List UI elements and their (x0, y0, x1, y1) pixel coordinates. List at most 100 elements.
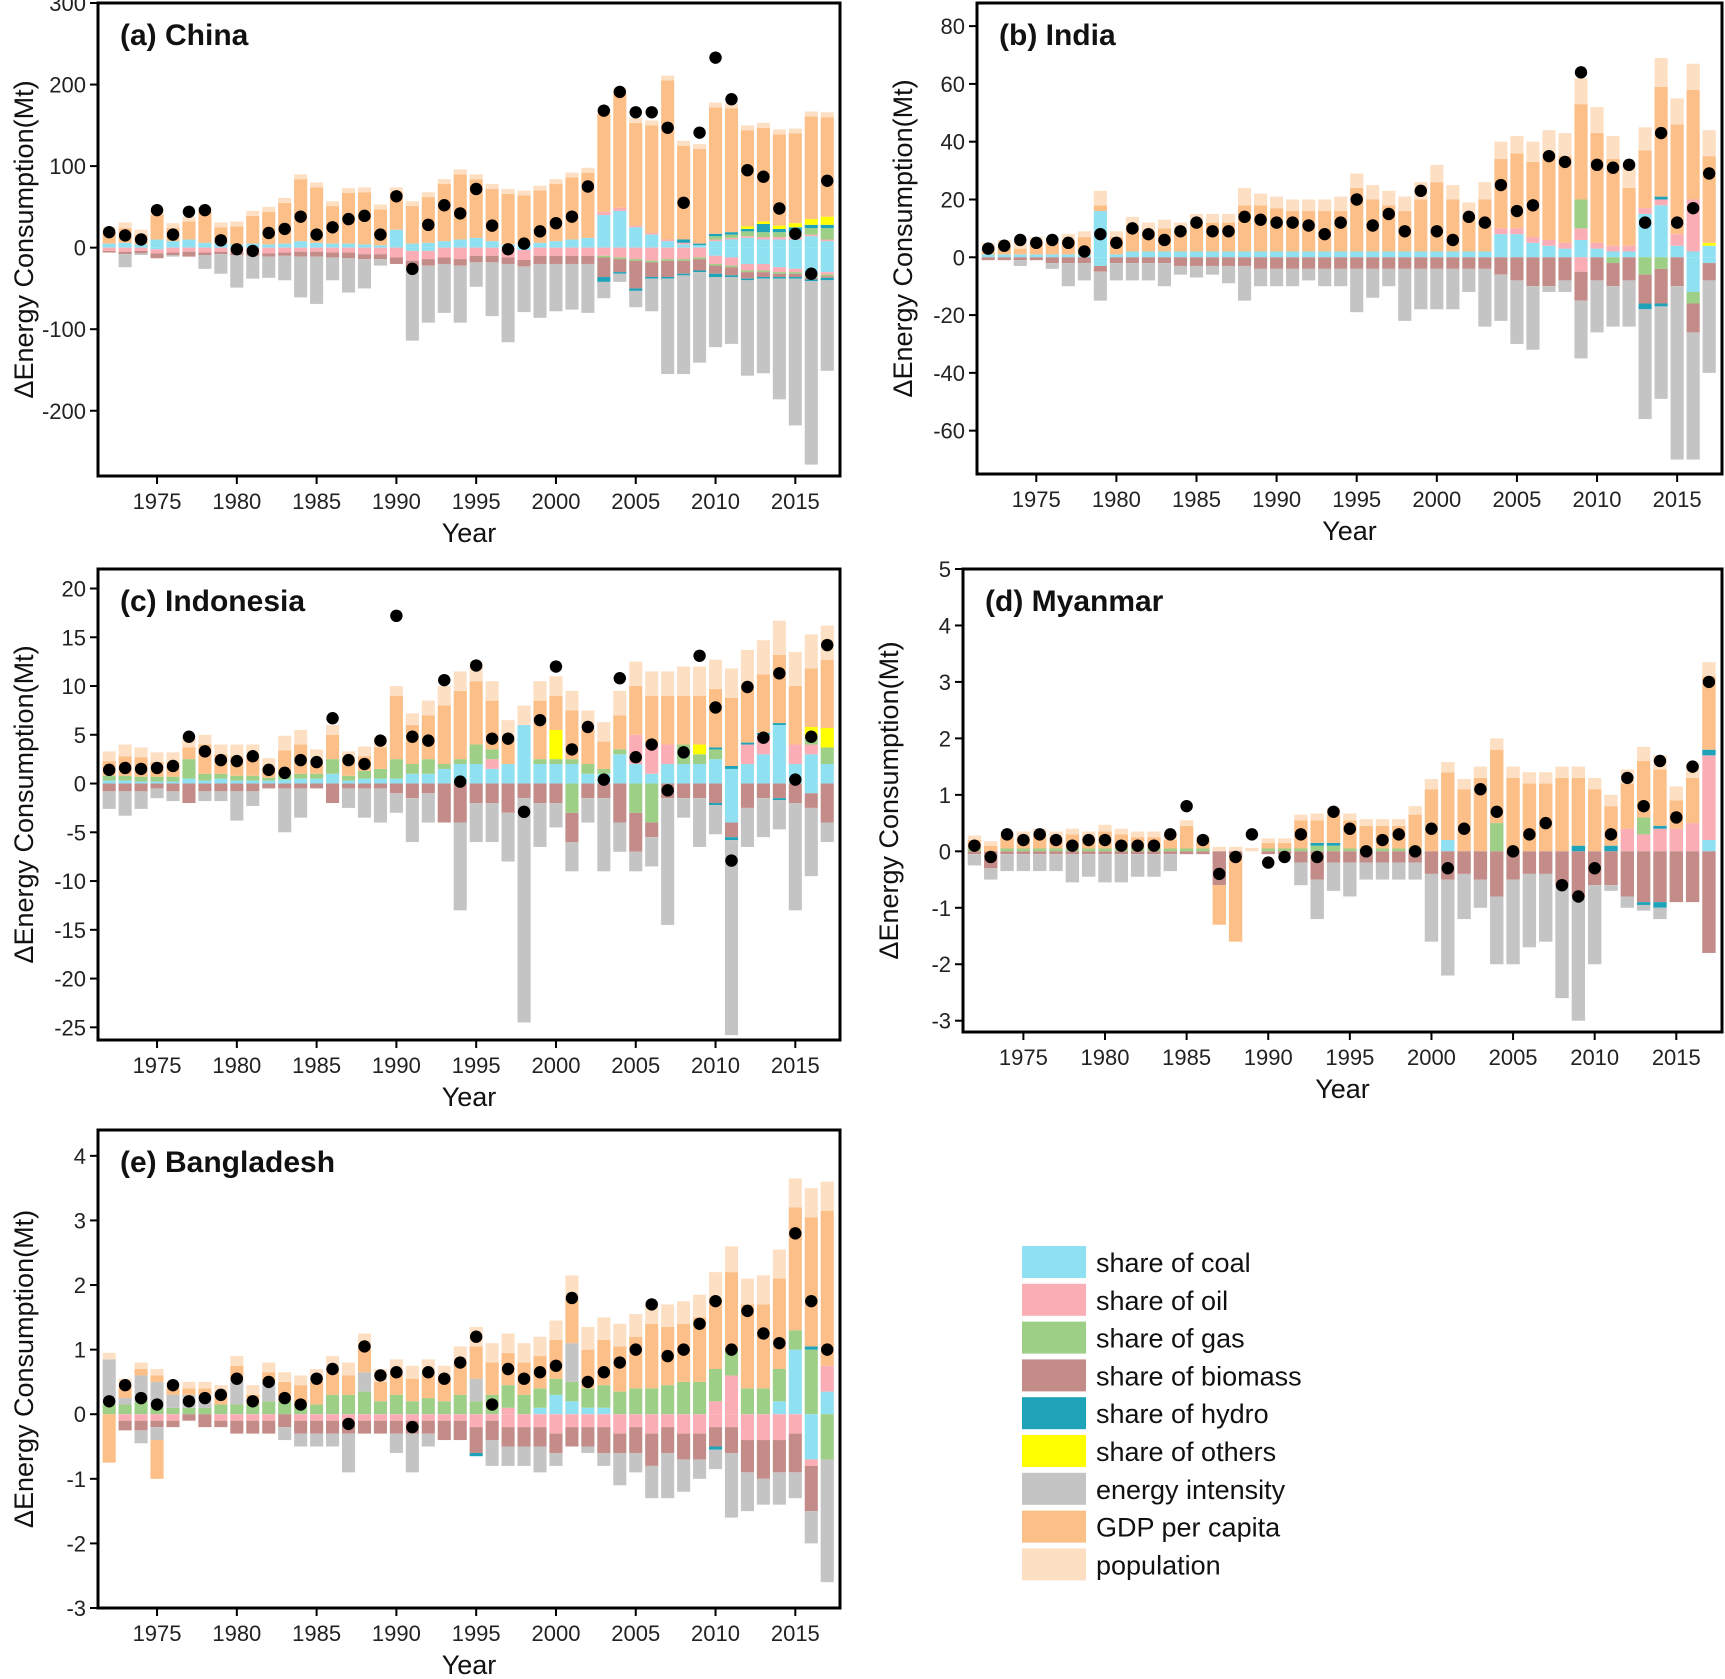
bar-biomass-neg-2007 (661, 260, 675, 278)
total-dot-2008 (1558, 155, 1572, 169)
bar-hydro-neg-1995 (469, 1452, 483, 1457)
bar-biomass-neg-2005 (629, 1427, 643, 1453)
bar-biomass-neg-1985 (1189, 257, 1204, 266)
y-tick-label: -10 (54, 869, 86, 894)
bar-gdp-1984 (294, 179, 308, 242)
legend-label-biomass: share of biomass (1096, 1361, 1302, 1391)
total-dot-1998 (517, 237, 531, 250)
bar-population-1993 (1318, 199, 1332, 212)
bar-oil-2014 (1654, 199, 1668, 206)
bar-gas-1984 (294, 773, 308, 779)
bar-gas-1994 (1326, 845, 1341, 852)
bar-intensity-neg-2012 (740, 1472, 754, 1512)
bar-gas-1978 (198, 773, 212, 781)
bar-hydro-neg-2013 (1636, 902, 1651, 905)
bar-population-1989 (373, 204, 387, 210)
bar-biomass-neg-1972 (967, 851, 982, 855)
bar-population-2000 (549, 179, 563, 185)
y-tick-label: -1 (66, 1467, 86, 1492)
x-tick-label: 1990 (372, 1621, 421, 1646)
bar-oil-2014 (772, 237, 786, 240)
bar-biomass-neg-1993 (437, 783, 451, 823)
bar-coal-2001 (1446, 251, 1460, 258)
bar-population-1984 (294, 174, 308, 180)
bar-population-1976 (166, 752, 180, 763)
bar-biomass-neg-1988 (357, 783, 372, 789)
total-dot-1979 (214, 234, 228, 247)
bar-intensity-neg-1984 (1173, 265, 1188, 275)
x-tick-label: 1980 (212, 489, 261, 514)
bar-gdp-2003 (597, 113, 611, 212)
bar-gas-1986 (326, 1394, 340, 1415)
bar-gdp-1988 (357, 1346, 372, 1373)
bar-biomass-neg-2016 (1686, 303, 1700, 333)
bar-hydro-neg-2005 (629, 288, 643, 291)
bar-biomass-neg-1994 (453, 783, 467, 823)
bar-intensity-neg-1996 (485, 262, 499, 317)
bar-population-2017 (820, 112, 834, 118)
bar-coal-2015 (788, 239, 802, 248)
total-dot-1972 (968, 839, 981, 852)
bar-population-1995 (469, 174, 483, 180)
bar-oil-neg-2011 (724, 1414, 739, 1428)
total-dot-1989 (1254, 213, 1267, 226)
total-dot-2011 (725, 1343, 738, 1356)
bar-coal-1998 (1398, 251, 1412, 258)
bar-intensity-neg-1986 (326, 1433, 340, 1447)
plot-frame (96, 1, 842, 478)
bar-biomass-neg-2015 (788, 273, 802, 278)
x-tick-label: 2005 (611, 1053, 660, 1078)
bar-coal-2000 (549, 1394, 563, 1415)
bar-biomass-neg-1977 (182, 1414, 196, 1421)
bar-population-1993 (1310, 813, 1324, 821)
bar-biomass-neg-1999 (1414, 257, 1428, 269)
bar-population-2013 (756, 122, 770, 128)
bar-gas-1980 (1098, 848, 1112, 852)
bar-intensity-neg-1976 (166, 791, 180, 802)
total-dot-1973 (118, 761, 132, 775)
bar-oil-neg-1995 (469, 247, 483, 256)
bar-population-1991 (405, 1365, 419, 1379)
bar-population-1998 (1392, 819, 1406, 826)
bar-intensity-neg-1977 (1049, 854, 1063, 872)
bar-population-2004 (1494, 141, 1508, 160)
bar-intensity-neg-2008 (1558, 280, 1572, 292)
bar-biomass-neg-2002 (581, 1427, 595, 1447)
bar-population-1972 (967, 835, 982, 841)
bar-intensity-neg-2000 (1430, 268, 1444, 310)
bar-coal-1973 (997, 254, 1011, 258)
bar-gas-neg-2001 (565, 783, 579, 813)
bar-coal-1999 (1414, 251, 1428, 258)
x-tick-label: 2000 (531, 489, 580, 514)
bar-coal-2002 (581, 237, 595, 248)
bar-gas-2009 (1574, 199, 1588, 229)
bar-gdp-2007 (661, 80, 675, 240)
bar-intensity-neg-1979 (214, 791, 228, 802)
bar-gdp-2011 (724, 108, 739, 233)
y-tick-label: 5 (74, 723, 86, 748)
bar-population-2008 (677, 140, 691, 146)
total-dot-1985 (1190, 216, 1203, 229)
bar-biomass-neg-2004 (613, 783, 627, 823)
total-dot-1982 (262, 226, 275, 240)
bar-population-2011 (1606, 135, 1620, 160)
bar-population-1998 (517, 190, 531, 196)
bar-coal-1988 (1237, 251, 1252, 258)
bar-coal-1993 (437, 241, 451, 248)
total-dot-2005 (1510, 204, 1524, 218)
bar-biomass-neg-1983 (278, 783, 292, 789)
bar-biomass-neg-1976 (166, 1420, 180, 1428)
bar-hydro-2009 (1571, 845, 1586, 852)
bar-population-2004 (613, 690, 627, 716)
bar-oil-neg-1982 (262, 247, 276, 254)
bar-coal-1974 (134, 781, 148, 784)
bar-gdp-2016 (1686, 89, 1700, 200)
bar-biomass-neg-2002 (581, 255, 595, 264)
bar-biomass-neg-1984 (294, 1420, 308, 1434)
bar-intensity-1980 (230, 1378, 244, 1405)
bar-oil-neg-2008 (677, 1414, 691, 1434)
bar-gas-neg-2004 (613, 257, 627, 260)
bar-gas-2004 (1490, 823, 1504, 852)
bar-coal-1992 (421, 242, 435, 248)
bar-coal-2003 (597, 215, 611, 248)
